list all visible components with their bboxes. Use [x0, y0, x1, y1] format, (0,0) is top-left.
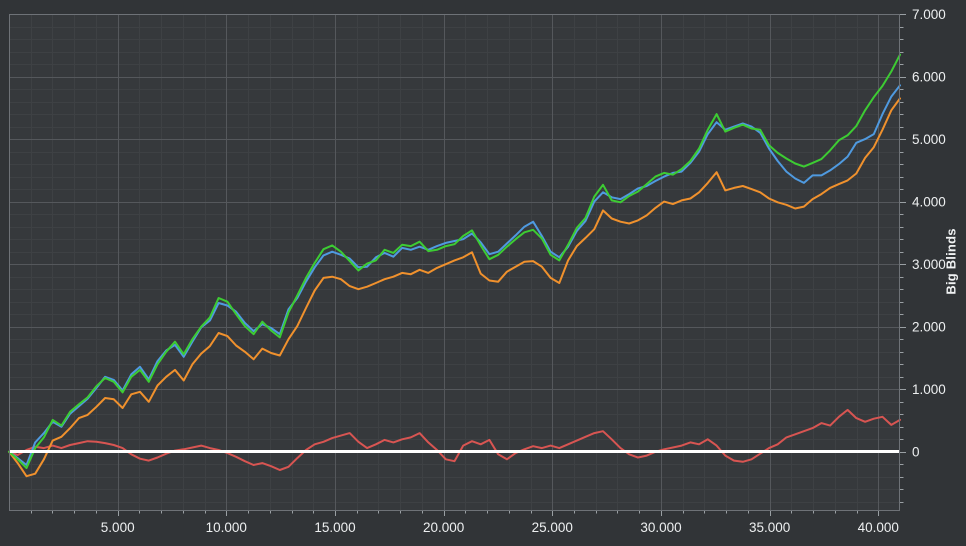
x-tick-label: 5.000 [101, 520, 135, 535]
x-axis-labels: 5.000 10.000 15.000 20.000 25.000 30.000 35.00… [101, 520, 899, 535]
y-axis-title: Big Blinds [943, 228, 959, 295]
y-tick-label: 5.000 [912, 132, 946, 147]
green-line [8, 53, 901, 470]
series-lines [8, 53, 901, 478]
blue-line [8, 84, 901, 466]
x-tick-label: 30.000 [640, 520, 681, 535]
y-tick-label: 4.000 [912, 194, 946, 209]
x-tick-label: 35.000 [749, 520, 790, 535]
x-tick-label: 20.000 [423, 520, 464, 535]
y-tick-label: 2.000 [912, 320, 946, 335]
x-tick-label: 40.000 [858, 520, 899, 535]
y-tick-label: 7.000 [912, 7, 946, 22]
x-tick-label: 10.000 [206, 520, 247, 535]
plot-border [9, 14, 900, 511]
y-tick-label: 3.000 [912, 257, 946, 272]
y-axis-labels: 0 1.000 2.000 3.000 4.000 5.000 6.000 7.000 [912, 7, 946, 460]
orange-line [8, 97, 901, 478]
red-line [8, 408, 901, 471]
y-tick-label: 0 [912, 445, 920, 460]
y-tick-label: 6.000 [912, 69, 946, 84]
plot-background [9, 14, 900, 510]
x-tick-label: 15.000 [314, 520, 355, 535]
y-tick-label: 1.000 [912, 382, 946, 397]
gridlines [9, 14, 900, 510]
x-tick-label: 25.000 [532, 520, 573, 535]
